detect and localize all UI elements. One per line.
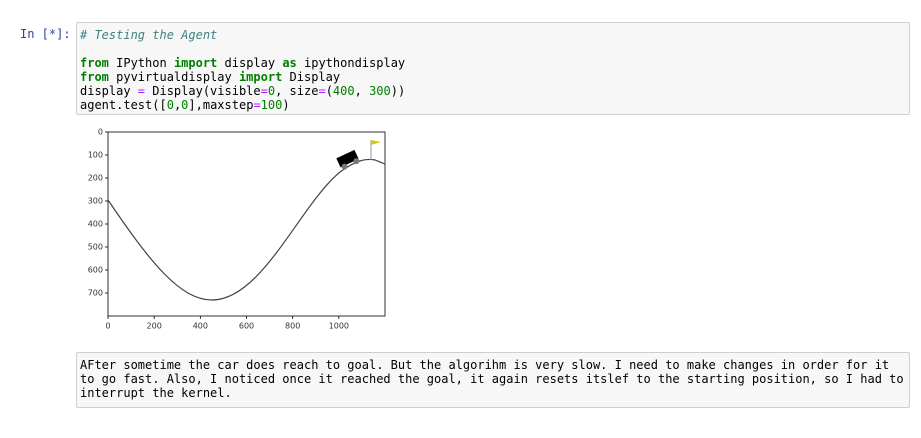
operator: =	[253, 98, 261, 112]
operator: =	[318, 84, 326, 98]
code-text: ))	[390, 84, 406, 98]
keyword: import	[173, 56, 218, 70]
code-text: agent.test([	[80, 98, 167, 112]
y-tick-label: 200	[88, 174, 103, 183]
wheel	[341, 163, 348, 170]
car-body	[336, 149, 359, 168]
number: 100	[260, 98, 283, 112]
y-tick-label: 600	[88, 266, 103, 275]
operator: =	[137, 84, 146, 98]
code-text: ,	[354, 84, 370, 98]
markdown-line: interrupt the kernel.	[80, 386, 232, 400]
code-cell[interactable]: # Testing the Agent from IPython import …	[76, 22, 910, 115]
output-image: 0 200 400 600 800 1000 0 100 200 300 400 500 600 700	[88, 128, 386, 331]
code-text: ipythondisplay	[296, 56, 406, 70]
code-text: , size	[275, 84, 319, 98]
code-line: # Testing the Agent	[80, 28, 217, 42]
x-tick-label: 0	[105, 322, 110, 331]
markdown-cell[interactable]: AFter sometime the car does reach to goa…	[76, 352, 910, 408]
code-line: display = Display(visible=0, size=(400, …	[80, 84, 405, 98]
markdown-line: AFter sometime the car does reach to goa…	[80, 358, 890, 372]
keyword: from	[80, 56, 109, 70]
code-text: ,	[173, 98, 182, 112]
code-text: (	[325, 84, 333, 98]
x-tick-label: 400	[193, 322, 208, 331]
code-line: from IPython import display as ipythondi…	[80, 56, 405, 70]
y-tick-label: 300	[88, 197, 103, 206]
code-text: display	[217, 56, 283, 70]
x-tick-label: 1000	[329, 322, 349, 331]
y-tick-label: 700	[88, 289, 103, 298]
keyword: import	[238, 70, 283, 84]
keyword: as	[282, 56, 297, 70]
code-text: )	[282, 98, 290, 112]
code-line: from pyvirtualdisplay import Display	[80, 70, 340, 84]
cell-prompt: In [*]:	[20, 27, 71, 41]
code-text: Display	[282, 70, 341, 84]
number: 400	[332, 84, 355, 98]
keyword: from	[80, 70, 109, 84]
x-tick-label: 200	[147, 322, 162, 331]
y-tick-label: 0	[98, 128, 103, 137]
x-tick-label: 800	[285, 322, 300, 331]
number: 0	[181, 98, 189, 112]
flag	[371, 140, 381, 145]
markdown-line: to go fast. Also, I noticed once it reac…	[80, 372, 904, 386]
x-tick-label: 600	[239, 322, 254, 331]
code-text: pyvirtualdisplay	[108, 70, 239, 84]
number: 0	[166, 98, 174, 112]
code-line: agent.test([0,0],maxstep=100)	[80, 98, 290, 112]
number: 0	[267, 84, 276, 98]
wheel	[353, 158, 360, 165]
car	[336, 149, 360, 170]
comment: # Testing the Agent	[80, 28, 218, 42]
code-text: IPython	[108, 56, 174, 70]
y-tick-label: 400	[88, 220, 103, 229]
number: 300	[369, 84, 391, 98]
y-tick-label: 100	[88, 151, 103, 160]
code-text: display	[80, 84, 138, 98]
code-text: Display(visible	[145, 84, 261, 98]
y-tick-label: 500	[88, 243, 103, 252]
operator: =	[260, 84, 268, 98]
code-text: ],maxstep	[188, 98, 254, 112]
